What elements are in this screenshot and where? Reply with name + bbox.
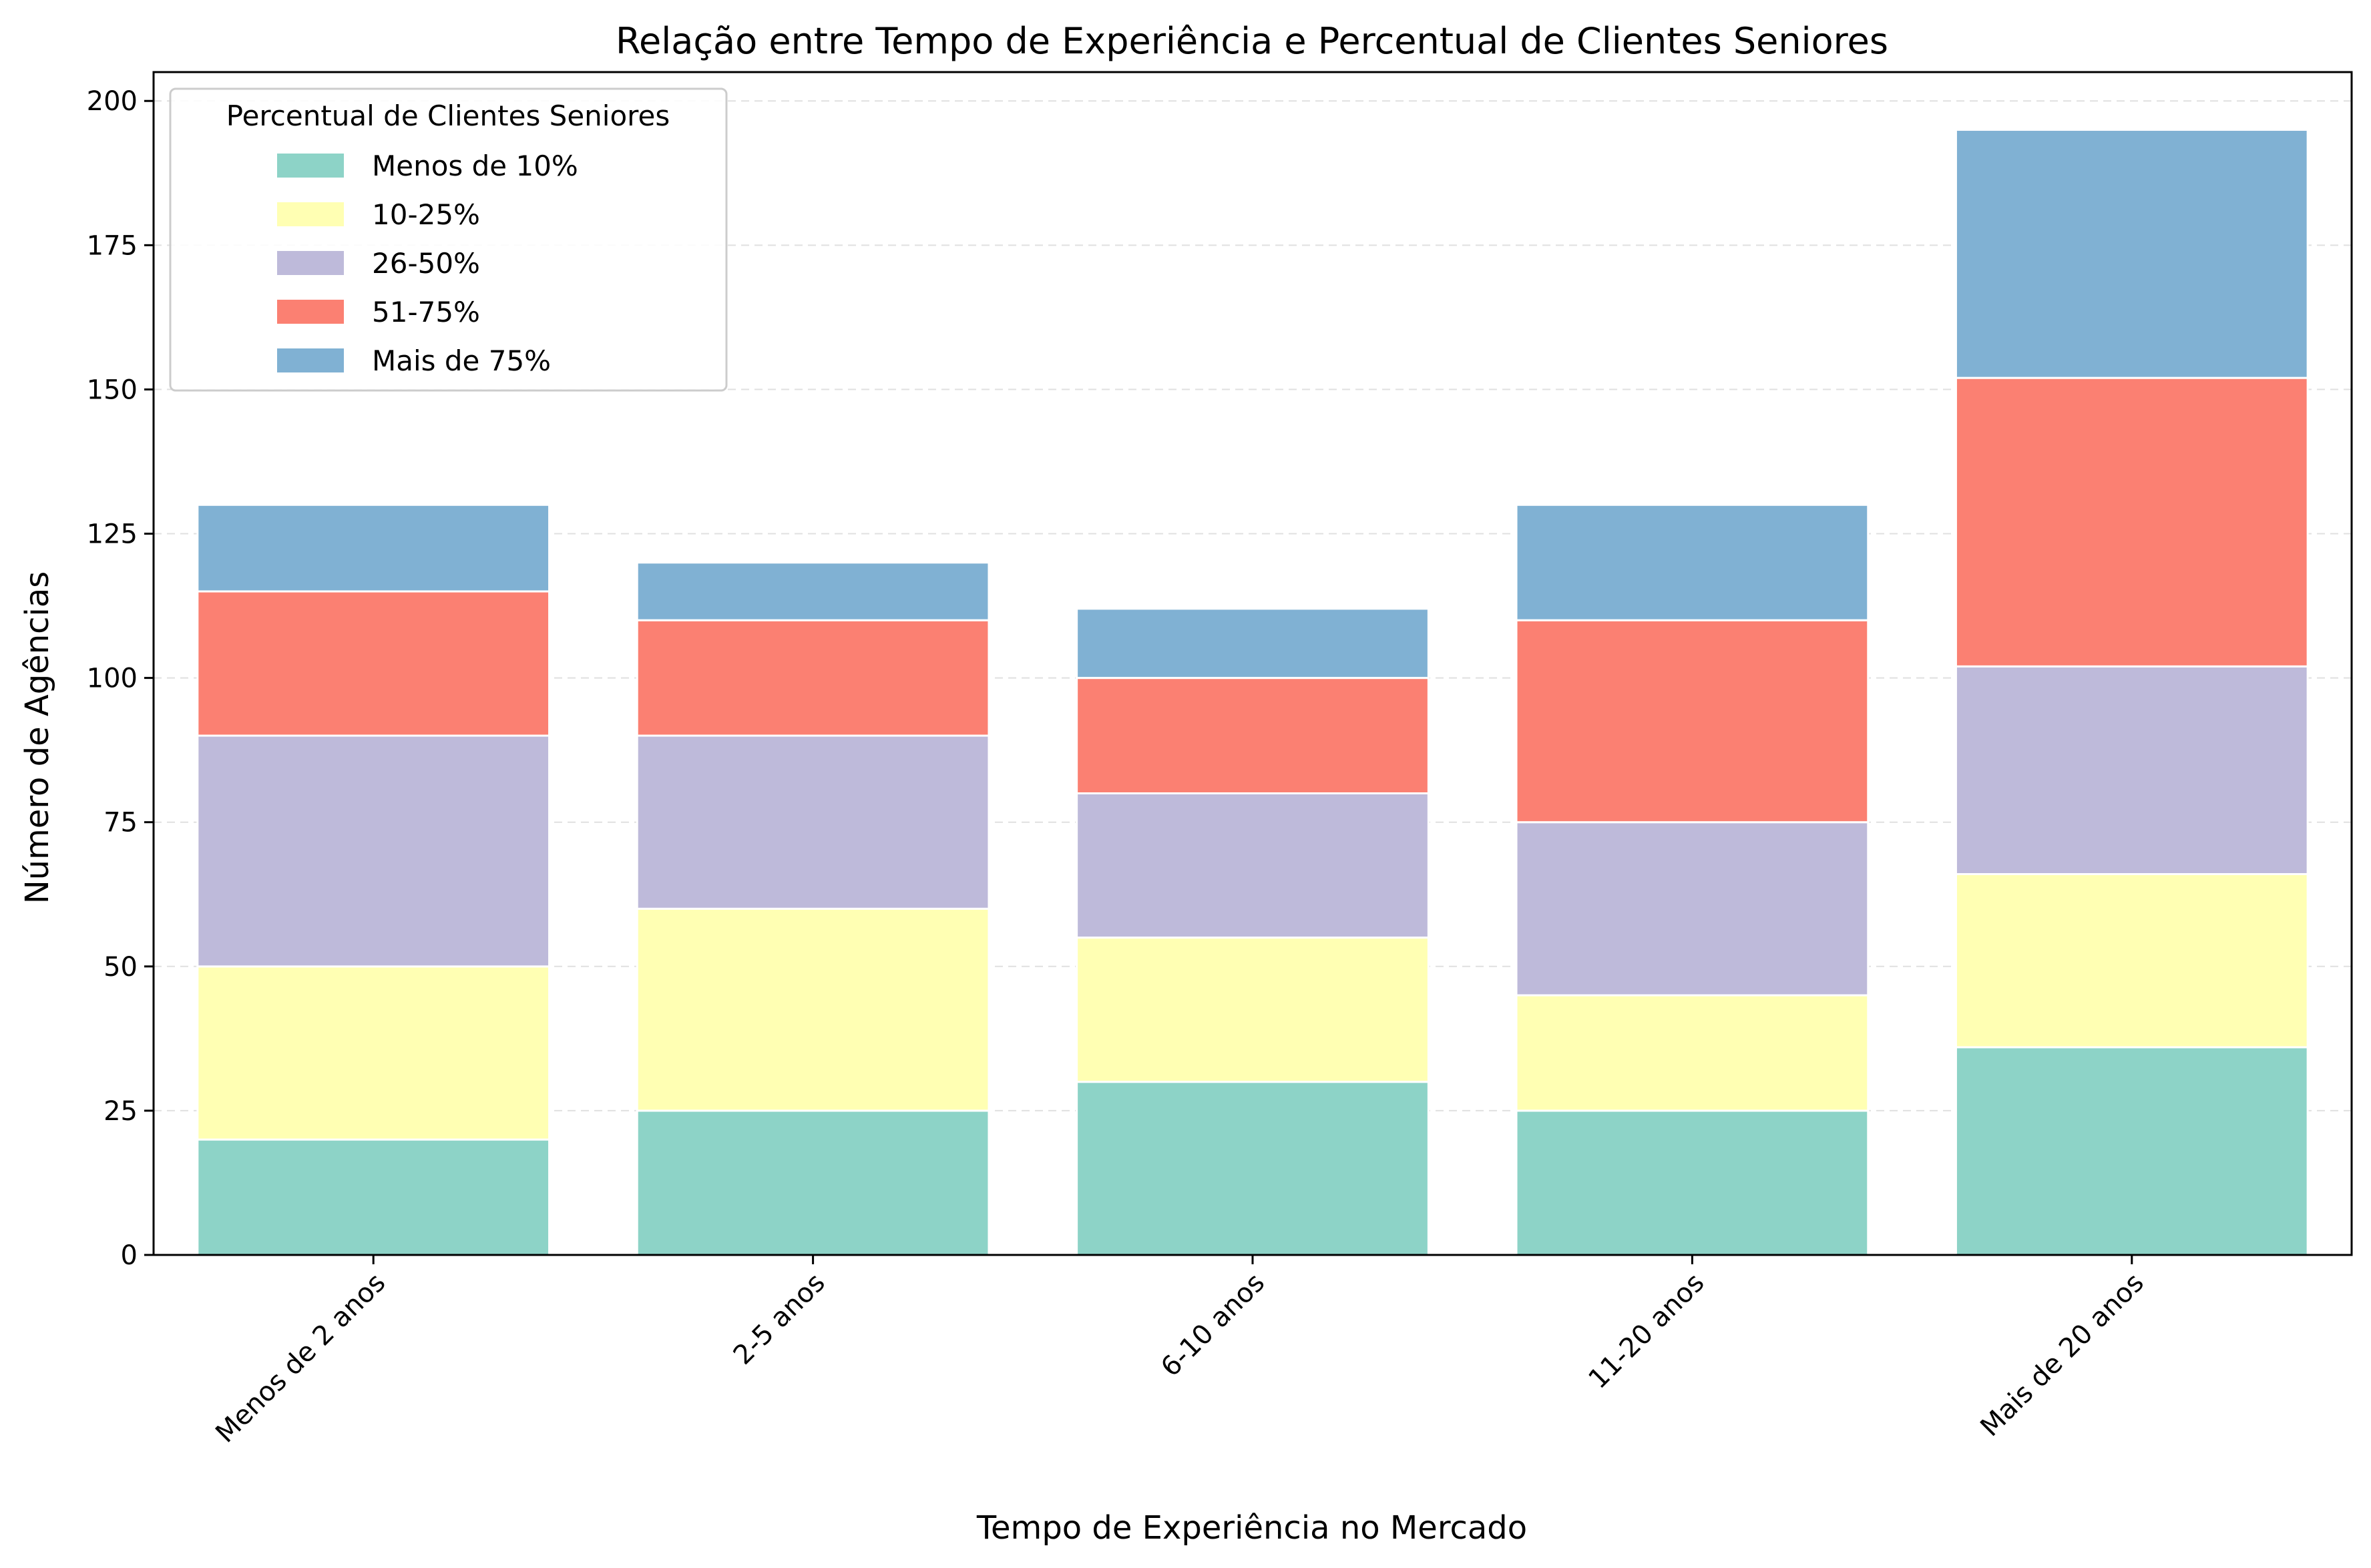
legend-label: 10-25%: [372, 198, 480, 231]
y-tick-label: 25: [103, 1096, 138, 1127]
bar-segment: [1076, 792, 1430, 939]
bar-segment: [1515, 821, 1870, 997]
y-tick-label: 200: [87, 86, 138, 117]
y-tick-label: 50: [103, 952, 138, 983]
bar-segment: [196, 734, 551, 968]
bar-segment: [636, 734, 990, 910]
bar-segment: [196, 590, 551, 737]
y-axis-title: Número de Agências: [19, 571, 56, 904]
bar-segment: [1076, 607, 1430, 680]
legend-label: 51-75%: [372, 296, 480, 328]
y-tick-label: 100: [87, 664, 138, 694]
axes: [144, 71, 2353, 1264]
bar-segment: [1515, 503, 1870, 621]
legend-swatch: [277, 202, 344, 226]
x-axis-title: Tempo de Experiência no Mercado: [976, 1509, 1527, 1547]
bar-segment: [196, 503, 551, 593]
legend-label: 26-50%: [372, 247, 480, 280]
bar-segment: [636, 1109, 990, 1256]
bar-segment: [196, 1138, 551, 1256]
bar-segment: [1515, 1109, 1870, 1256]
legend-swatch: [277, 348, 344, 372]
legend-label: Mais de 75%: [372, 344, 551, 377]
legend: Percentual de Clientes Seniores Menos de…: [169, 87, 728, 392]
legend-swatch: [277, 300, 344, 324]
y-tick-label: 150: [87, 374, 138, 405]
bar-segment: [636, 619, 990, 737]
bar-segment: [1954, 1046, 2309, 1256]
legend-label: Menos de 10%: [372, 150, 578, 182]
bar-segment: [1515, 619, 1870, 824]
y-tick-label: 175: [87, 230, 138, 261]
bar-segment: [1954, 873, 2309, 1049]
bars: [196, 128, 2309, 1256]
legend-swatch: [277, 154, 344, 178]
y-tick-label: 75: [103, 808, 138, 838]
legend-title: Percentual de Clientes Seniores: [226, 99, 670, 132]
y-tick-label: 125: [87, 519, 138, 550]
bar-segment: [1076, 677, 1430, 794]
bar-segment: [196, 965, 551, 1141]
bar-segment: [1515, 994, 1870, 1112]
bar-segment: [1076, 1081, 1430, 1256]
bar-segment: [636, 561, 990, 621]
bar-segment: [1954, 376, 2309, 668]
bar-segment: [1954, 665, 2309, 876]
bar-segment: [1954, 128, 2309, 379]
y-tick-label: 0: [121, 1240, 138, 1271]
legend-swatch: [277, 251, 344, 275]
chart-title: Relação entre Tempo de Experiência e Per…: [616, 20, 1888, 62]
bar-segment: [1076, 937, 1430, 1083]
bar-segment: [636, 907, 990, 1112]
